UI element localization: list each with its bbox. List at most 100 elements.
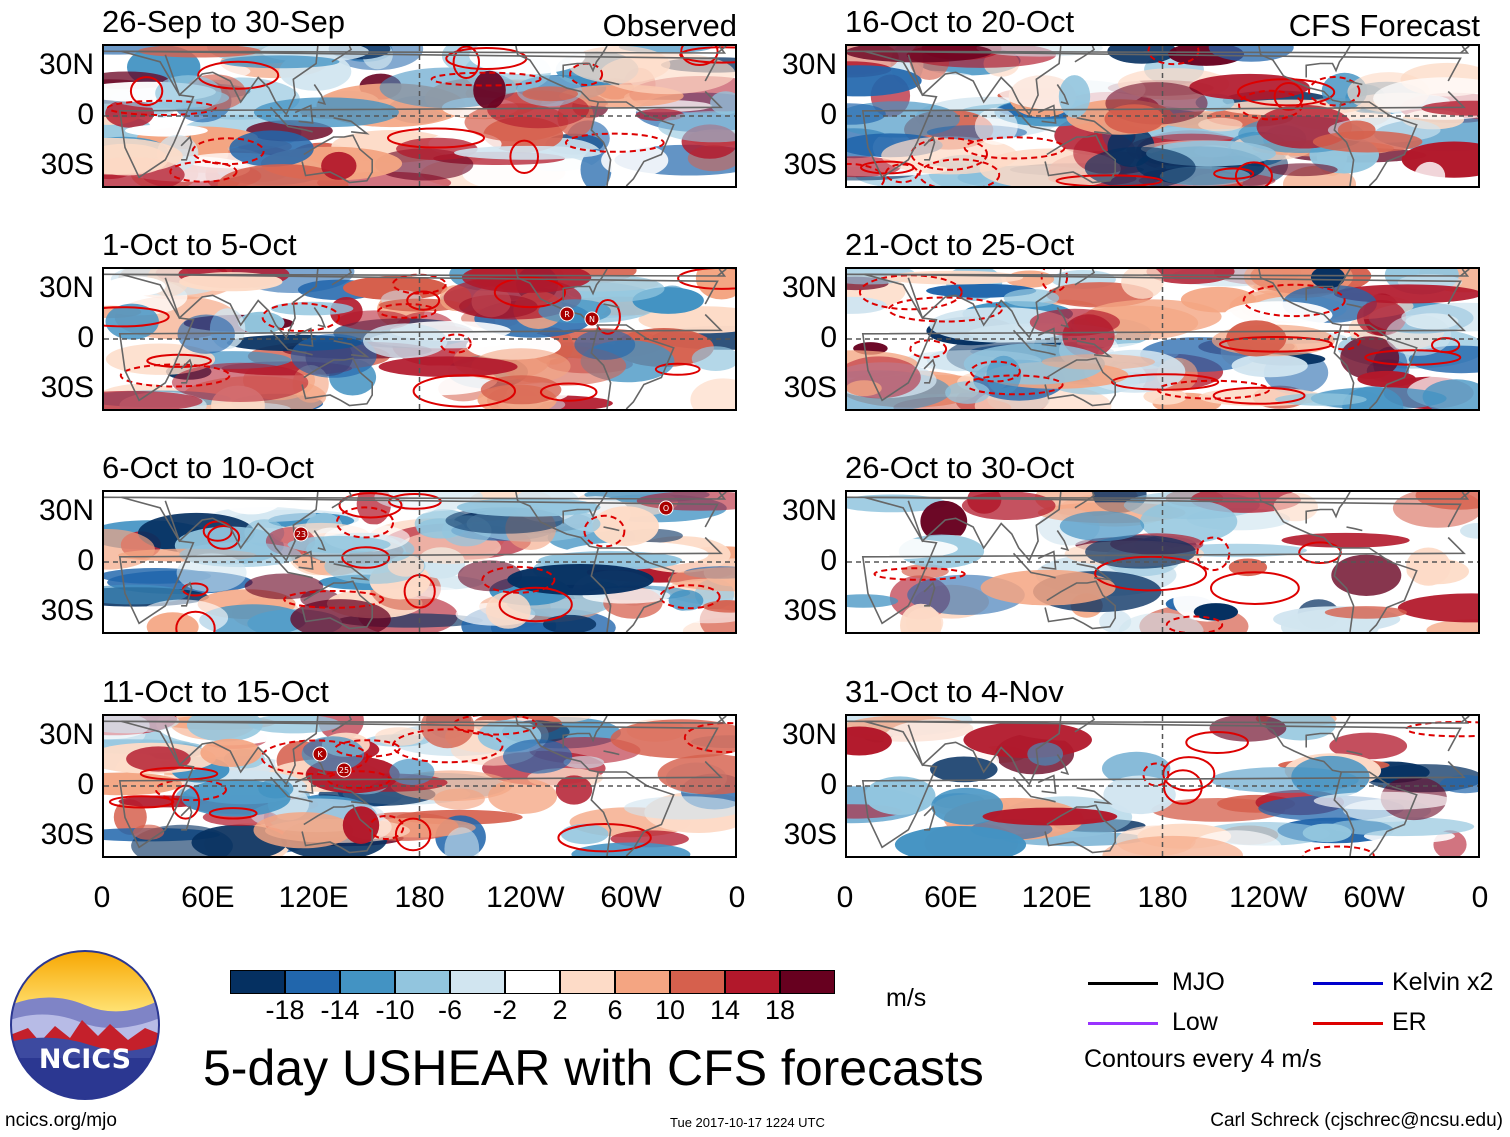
shear-anomaly-blob — [1385, 314, 1452, 356]
shear-anomaly-blob — [847, 296, 887, 314]
shear-anomaly-blob — [457, 560, 523, 592]
er-contour — [557, 823, 652, 853]
shear-anomaly-blob — [1003, 289, 1060, 307]
er-contour — [1327, 330, 1362, 351]
shear-anomaly-blob — [1146, 269, 1235, 285]
shear-anomaly-blob — [420, 716, 475, 749]
shear-anomaly-blob — [1059, 511, 1145, 542]
x-tick-label: 60E — [181, 881, 235, 914]
shear-anomaly-blob — [610, 719, 735, 759]
panel-title: 21-Oct to 25-Oct — [845, 227, 1075, 262]
er-contour — [1234, 161, 1273, 186]
column-label: Observed — [602, 8, 737, 43]
shear-anomaly-blob — [133, 824, 165, 840]
shear-anomaly-blob — [104, 390, 203, 409]
shear-anomaly-blob — [1208, 46, 1294, 62]
storm-marker: 25 — [336, 762, 352, 778]
shear-anomaly-blob — [1062, 314, 1115, 359]
colorbar-swatch — [450, 970, 505, 994]
shear-anomaly-blob — [668, 589, 704, 612]
shear-anomaly-blob — [503, 739, 573, 774]
er-contour — [341, 546, 391, 569]
y-tick-label: 0 — [820, 768, 837, 801]
shear-anomaly-blob — [1331, 554, 1402, 596]
shear-anomaly-blob — [171, 362, 309, 402]
x-tick-label: 120W — [1229, 881, 1308, 914]
er-contour — [847, 163, 885, 186]
er-contour — [659, 584, 721, 610]
er-contour — [392, 273, 447, 295]
map-panel — [102, 44, 737, 188]
shear-anomaly-blob — [155, 75, 222, 112]
map-panel: 23 O — [102, 490, 737, 634]
contour-note: Contours every 4 m/s — [1084, 1045, 1322, 1073]
er-contour — [412, 374, 516, 408]
shear-anomaly-blob — [1414, 161, 1446, 186]
panel-title: 11-Oct to 15-Oct — [102, 674, 329, 709]
footer-site[interactable]: ncics.org/mjo — [5, 1110, 117, 1131]
er-contour — [338, 492, 403, 519]
shear-anomaly-blob — [600, 52, 735, 95]
storm-marker-label: K — [317, 750, 323, 759]
er-contour — [679, 46, 735, 64]
er-contour — [918, 158, 1001, 186]
shear-anomaly-blob — [363, 323, 448, 359]
colorbar-swatch — [395, 970, 450, 994]
er-contour — [677, 269, 735, 290]
shear-anomaly-blob — [1104, 104, 1165, 134]
er-contour — [1111, 373, 1220, 391]
er-contour — [493, 276, 566, 309]
shear-anomaly-blob — [105, 303, 159, 340]
x-tick-label: 60E — [924, 881, 978, 914]
er-contour — [439, 333, 472, 354]
shear-anomaly-blob — [104, 529, 155, 570]
shear-anomaly-blob — [125, 124, 208, 137]
er-contour — [1273, 82, 1304, 111]
er-contour — [498, 586, 573, 623]
storm-marker-label: N — [589, 315, 595, 324]
shear-anomaly-blob — [105, 276, 166, 297]
shear-anomaly-blob — [1324, 606, 1407, 619]
shear-anomaly-blob — [563, 275, 665, 302]
er-contour — [481, 565, 556, 594]
er-contour — [1055, 174, 1163, 186]
er-contour — [1162, 756, 1216, 792]
y-tick-label: 30N — [781, 48, 837, 81]
shear-anomaly-blob — [900, 603, 942, 632]
shear-anomaly-blob — [1342, 386, 1404, 409]
shear-anomaly-blob — [1406, 547, 1451, 586]
shear-anomaly-blob — [396, 137, 478, 161]
er-contour — [104, 306, 170, 328]
shear-anomaly-blob — [485, 591, 531, 629]
er-contour — [1431, 337, 1461, 354]
footer-timestamp: Tue 2017-10-17 1224 UTC — [670, 1115, 825, 1130]
shear-anomaly-blob — [1329, 732, 1408, 760]
colorbar-swatch — [780, 970, 835, 994]
panel-title: 16-Oct to 20-Oct — [845, 4, 1075, 39]
er-contour — [564, 132, 665, 153]
er-contour — [452, 46, 480, 79]
er-contour — [1142, 762, 1170, 787]
shear-anomaly-blob — [982, 807, 1118, 826]
x-tick-label: 60W — [1343, 881, 1405, 914]
shear-anomaly-blob — [104, 137, 183, 175]
shear-anomaly-blob — [220, 55, 340, 69]
y-tick-label: 0 — [77, 768, 94, 801]
er-contour — [1163, 769, 1203, 805]
shear-anomaly-blob — [179, 272, 283, 292]
er-contour — [1210, 571, 1300, 605]
shear-anomaly-blob — [217, 164, 349, 186]
x-tick-label: 0 — [93, 881, 111, 914]
er-contour — [169, 160, 238, 183]
x-tick-label: 0 — [836, 881, 854, 914]
shear-anomaly-blob — [1439, 775, 1478, 794]
er-contour — [283, 590, 385, 609]
er-contour — [683, 722, 735, 753]
er-contour — [1094, 555, 1208, 592]
x-tick-label: 120E — [278, 881, 349, 914]
y-tick-label: 30N — [781, 271, 837, 304]
shear-anomaly-blob — [454, 145, 602, 160]
shear-anomaly-blob — [1189, 73, 1310, 100]
er-contour — [873, 567, 966, 581]
legend-label-low: Low — [1172, 1008, 1218, 1036]
